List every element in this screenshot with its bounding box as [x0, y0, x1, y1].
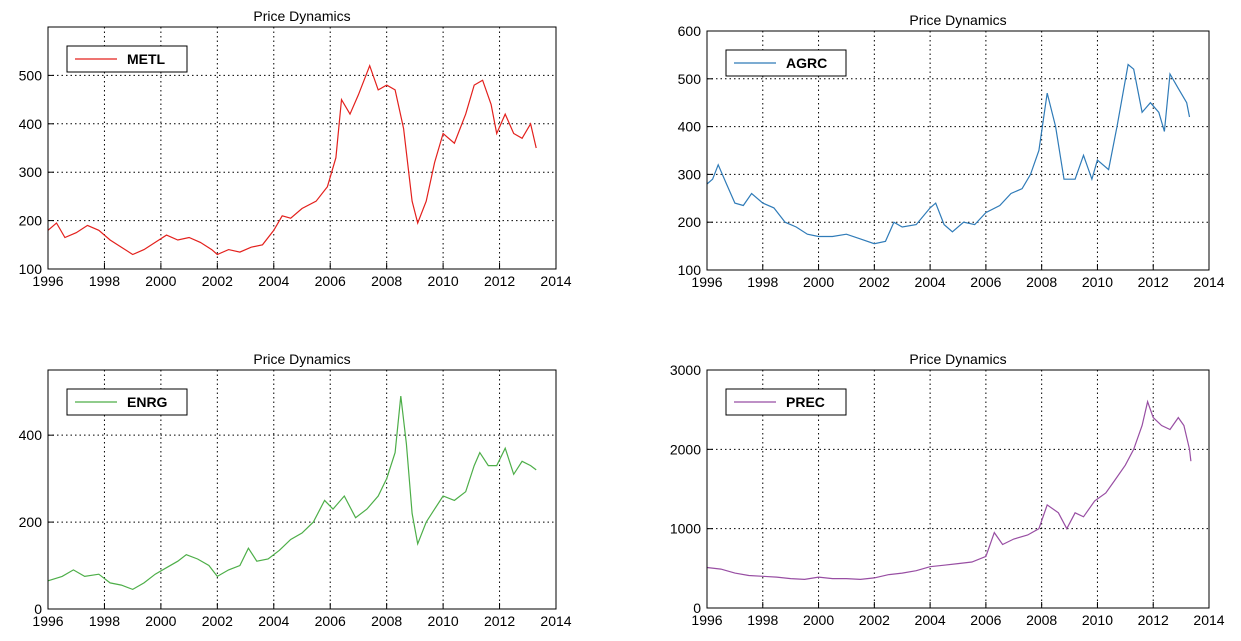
x-tick-label: 2010	[1082, 274, 1113, 290]
x-tick-label: 1996	[691, 612, 722, 628]
series-line	[706, 399, 1192, 581]
x-tick-label: 2002	[859, 274, 890, 290]
x-tick-label: 2014	[540, 273, 571, 289]
legend: METL	[66, 45, 188, 73]
y-tick-label: 0	[693, 600, 701, 616]
y-tick-label: 400	[19, 116, 43, 132]
x-tick-label: 2002	[202, 613, 233, 629]
x-tick-label: 2012	[1138, 274, 1169, 290]
x-tick-label: 2004	[258, 273, 289, 289]
x-tick-label: 2006	[970, 274, 1001, 290]
x-tick-label: 1996	[691, 274, 722, 290]
x-tick-label: 2008	[1026, 274, 1057, 290]
plot-frame	[47, 369, 557, 610]
y-tick-label: 1000	[670, 521, 701, 537]
x-tick-label: 2006	[315, 273, 346, 289]
x-tick-label: 1998	[89, 613, 120, 629]
x-tick-label: 1998	[747, 274, 778, 290]
x-tick-label: 2006	[315, 613, 346, 629]
y-tick-label: 2000	[670, 441, 701, 457]
y-tick-label: 3000	[670, 362, 701, 378]
y-tick-label: 200	[678, 214, 702, 230]
x-tick-label: 2008	[371, 273, 402, 289]
x-tick-label: 2012	[1138, 612, 1169, 628]
y-tick-label: 0	[34, 601, 42, 617]
y-tick-label: 300	[19, 164, 43, 180]
x-tick-label: 1998	[89, 273, 120, 289]
x-tick-label: 2004	[915, 612, 946, 628]
chart-title: Price Dynamics	[253, 351, 350, 367]
plot-frame	[47, 26, 557, 270]
series-line	[706, 63, 1191, 245]
x-tick-label: 2008	[1026, 612, 1057, 628]
x-tick-label: 2014	[1193, 612, 1224, 628]
y-tick-label: 400	[678, 119, 702, 135]
plot-frame	[706, 30, 1210, 271]
x-tick-label: 2004	[915, 274, 946, 290]
x-tick-label: 2010	[1082, 612, 1113, 628]
x-tick-label: 2002	[859, 612, 890, 628]
y-tick-label: 600	[678, 23, 702, 39]
x-tick-label: 2012	[484, 613, 515, 629]
x-tick-label: 2010	[428, 613, 459, 629]
series-line	[47, 396, 537, 591]
x-tick-label: 1996	[32, 273, 63, 289]
legend-label: METL	[127, 51, 166, 67]
legend: ENRG	[66, 388, 188, 416]
x-tick-label: 2014	[540, 613, 571, 629]
x-tick-label: 2002	[202, 273, 233, 289]
y-tick-label: 100	[678, 262, 702, 278]
series-line	[47, 63, 537, 256]
x-tick-label: 2014	[1193, 274, 1224, 290]
y-tick-label: 200	[19, 213, 43, 229]
y-tick-label: 200	[19, 514, 43, 530]
x-tick-label: 2000	[803, 274, 834, 290]
x-tick-label: 2006	[970, 612, 1001, 628]
legend-label: AGRC	[786, 55, 827, 71]
legend: AGRC	[725, 49, 847, 77]
y-tick-label: 400	[19, 427, 43, 443]
x-tick-label: 2008	[371, 613, 402, 629]
y-tick-label: 300	[678, 166, 702, 182]
legend: PREC	[725, 388, 847, 416]
legend-label: PREC	[786, 394, 825, 410]
chart-title: Price Dynamics	[909, 351, 1006, 367]
y-tick-label: 500	[678, 71, 702, 87]
x-tick-label: 2012	[484, 273, 515, 289]
x-tick-label: 2004	[258, 613, 289, 629]
chart-title: Price Dynamics	[253, 8, 350, 24]
chart-title: Price Dynamics	[909, 12, 1006, 28]
x-tick-label: 2000	[145, 273, 176, 289]
x-tick-label: 1998	[747, 612, 778, 628]
y-tick-label: 100	[19, 261, 43, 277]
x-tick-label: 2010	[428, 273, 459, 289]
x-tick-label: 2000	[803, 612, 834, 628]
y-tick-label: 500	[19, 67, 43, 83]
plot-frame	[706, 369, 1210, 609]
legend-label: ENRG	[127, 394, 168, 410]
x-tick-label: 2000	[145, 613, 176, 629]
x-tick-label: 1996	[32, 613, 63, 629]
